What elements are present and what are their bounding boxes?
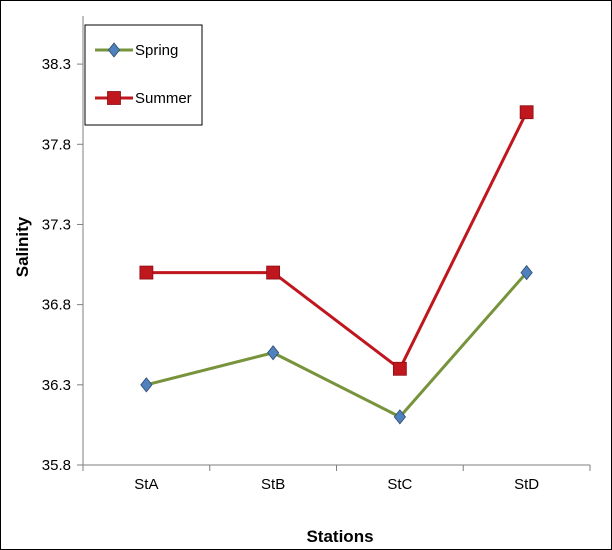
data-point-spring xyxy=(393,409,406,425)
legend: Spring Summer xyxy=(84,24,203,126)
legend-marker-summer xyxy=(107,91,121,105)
data-point-summer xyxy=(139,265,154,280)
data-point-spring xyxy=(520,264,533,281)
data-point-summer xyxy=(519,105,534,120)
x-tick-label: StB xyxy=(261,476,285,493)
legend-item-spring: Spring xyxy=(95,42,178,59)
series-group xyxy=(139,105,534,425)
series-summer xyxy=(139,105,534,376)
legend-marker-spring xyxy=(107,42,121,58)
data-point-spring xyxy=(267,345,280,361)
y-tick-label: 38.3 xyxy=(42,56,71,73)
y-tick-label: 37.3 xyxy=(42,216,71,233)
series-line-summer xyxy=(146,111,528,371)
y-tick-label: 36.3 xyxy=(42,377,71,394)
y-tick-label: 36.8 xyxy=(42,297,71,314)
data-point-summer xyxy=(392,361,407,376)
data-point-spring xyxy=(140,377,153,393)
x-tick-label: StC xyxy=(387,476,412,493)
x-tick-group: StA StB StC StD xyxy=(82,465,591,493)
legend-label-spring: Spring xyxy=(135,42,178,59)
series-spring xyxy=(140,264,533,425)
x-tick-label: StA xyxy=(134,476,158,493)
y-tick-label: 37.8 xyxy=(42,136,71,153)
y-axis-title: Salinity xyxy=(13,216,32,277)
x-tick-label: StD xyxy=(514,476,539,493)
legend-box xyxy=(84,24,203,126)
series-line-spring xyxy=(146,271,528,419)
y-tick-group: 35.8 36.3 36.8 37.3 37.8 38.3 xyxy=(42,56,83,474)
legend-label-summer: Summer xyxy=(135,90,192,107)
y-tick-label: 35.8 xyxy=(42,457,71,474)
data-point-summer xyxy=(266,265,281,280)
legend-item-summer: Summer xyxy=(95,90,192,107)
x-axis-title: Stations xyxy=(306,527,373,546)
